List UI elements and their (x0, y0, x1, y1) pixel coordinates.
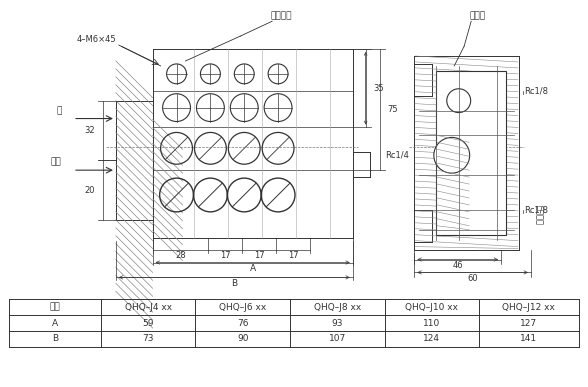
Text: Rc1/8: Rc1/8 (524, 86, 548, 95)
Text: 60: 60 (467, 274, 478, 283)
Text: 90: 90 (237, 334, 249, 343)
Text: A: A (250, 264, 256, 273)
Circle shape (447, 89, 470, 113)
Text: A: A (52, 319, 58, 327)
Text: 空气: 空气 (51, 158, 62, 167)
Text: 110: 110 (423, 319, 440, 327)
Text: QHQ–J10 xx: QHQ–J10 xx (405, 303, 458, 312)
Text: 油: 油 (56, 106, 62, 115)
Text: QHQ–J12 xx: QHQ–J12 xx (503, 303, 555, 312)
Text: 17: 17 (220, 251, 230, 260)
Text: 32: 32 (84, 126, 95, 135)
Text: 混合器体: 混合器体 (270, 12, 292, 21)
Bar (436, 71, 506, 235)
Text: 型号: 型号 (50, 303, 61, 312)
Text: 20: 20 (85, 185, 95, 195)
Text: 124: 124 (423, 334, 440, 343)
Text: B: B (52, 334, 58, 343)
Text: 35: 35 (373, 84, 384, 93)
Text: 75: 75 (387, 105, 398, 114)
Text: Rc1/4: Rc1/4 (386, 151, 409, 160)
Text: 127: 127 (520, 319, 537, 327)
Text: 141: 141 (520, 334, 537, 343)
Text: QHQ–J4 xx: QHQ–J4 xx (125, 303, 172, 312)
Text: 4–M6×45: 4–M6×45 (76, 34, 116, 44)
Text: B: B (231, 279, 238, 288)
Text: 分配器: 分配器 (469, 12, 485, 21)
Text: 28: 28 (175, 251, 186, 260)
Text: QHQ–J6 xx: QHQ–J6 xx (219, 303, 266, 312)
Text: 17: 17 (288, 251, 298, 260)
Text: 93: 93 (332, 319, 343, 327)
Text: 107: 107 (329, 334, 346, 343)
Text: 油气出口: 油气出口 (534, 205, 543, 225)
Text: 17: 17 (254, 251, 265, 260)
Text: QHQ–J8 xx: QHQ–J8 xx (313, 303, 361, 312)
Text: 73: 73 (142, 334, 154, 343)
Circle shape (434, 137, 470, 173)
Text: 76: 76 (237, 319, 249, 327)
Text: Rc1/8: Rc1/8 (524, 205, 548, 214)
Text: 46: 46 (452, 261, 463, 270)
Text: 59: 59 (142, 319, 154, 327)
